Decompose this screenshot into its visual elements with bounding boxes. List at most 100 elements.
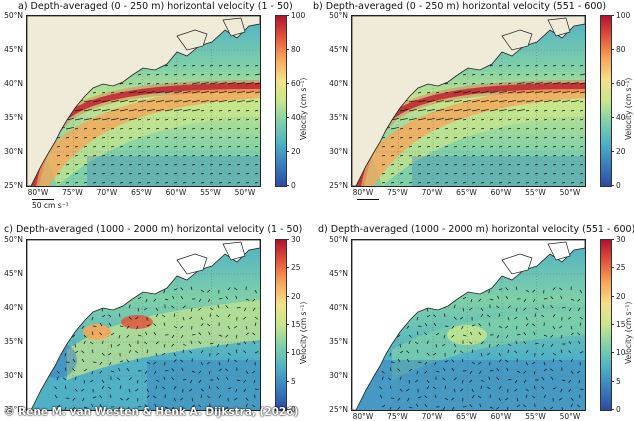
colorbar-tick-label: 20 [291,147,301,156]
latitude-tick-label: 45°N [0,45,23,54]
latitude-tick-label: 50°N [0,235,23,244]
colorbar-tick-label: 80 [616,45,626,54]
colorbar-tick-label: 20 [616,147,626,156]
latitude-tick-label: 40°N [0,303,23,312]
colorbar [275,239,287,411]
colorbar-tick [611,49,614,50]
colorbar-tick-label: 15 [616,320,626,329]
longitude-tick-label: 65°W [452,188,482,197]
latitude-tick-label: 35°N [0,113,23,122]
map-area [26,239,261,411]
longitude-tick-label: 65°W [127,188,157,197]
longitude-tick-label: 75°W [58,188,88,197]
colorbar-tick-label: 40 [291,113,301,122]
colorbar-tick [611,324,614,325]
colorbar-tick [286,409,289,410]
map-graphic [352,16,585,186]
colorbar-tick [611,352,614,353]
colorbar-tick [611,185,614,186]
colorbar-tick [286,151,289,152]
colorbar-tick-label: 30 [616,235,626,244]
colorbar-tick-label: 0 [291,181,296,190]
latitude-tick-label: 40°N [322,303,348,312]
latitude-tick-label: 30°N [322,147,348,156]
colorbar-tick-label: 5 [616,377,621,386]
latitude-tick-label: 45°N [0,269,23,278]
colorbar-tick [286,15,289,16]
longitude-tick-label: 80°W [23,188,53,197]
colorbar-tick-label: 0 [616,405,621,414]
longitude-tick-label: 75°W [383,188,413,197]
colorbar-tick-label: 40 [616,113,626,122]
colorbar-tick-label: 15 [291,320,301,329]
map-graphic [27,240,260,410]
copyright-credit: © Rene M. van Westen & Henk A. Dijkstra,… [4,406,298,418]
longitude-tick-label: 60°W [161,188,191,197]
latitude-tick-label: 30°N [322,371,348,380]
longitude-tick-label: 50°W [230,188,260,197]
longitude-tick-label: 80°W [348,188,378,197]
colorbar-tick [286,49,289,50]
panel-title: d) Depth-averaged (1000 - 2000 m) horizo… [318,224,634,235]
longitude-tick-label: 50°W [555,188,585,197]
colorbar-tick [286,324,289,325]
map-area [351,15,586,187]
colorbar-tick-label: 60 [291,79,301,88]
latitude-tick-label: 35°N [322,113,348,122]
longitude-tick-label: 70°W [92,188,122,197]
latitude-tick-label: 35°N [322,337,348,346]
colorbar-tick-label: 100 [291,11,305,20]
panel-title: a) Depth-averaged (0 - 250 m) horizontal… [18,1,293,12]
colorbar-tick-label: 0 [616,181,621,190]
latitude-tick-label: 25°N [0,181,23,190]
colorbar-tick [286,117,289,118]
panel-title: c) Depth-averaged (1000 - 2000 m) horizo… [4,224,302,235]
colorbar-tick [286,239,289,240]
colorbar-tick-label: 60 [616,79,626,88]
longitude-tick-label: 60°W [486,188,516,197]
colorbar-tick [611,296,614,297]
latitude-tick-label: 40°N [0,79,23,88]
scale-arrow [32,199,54,200]
colorbar-tick [611,15,614,16]
colorbar [600,239,612,411]
colorbar-tick [286,381,289,382]
colorbar-tick-label: 25 [616,263,626,272]
latitude-tick-label: 50°N [322,235,348,244]
colorbar-tick [611,151,614,152]
colorbar-tick [286,267,289,268]
latitude-tick-label: 40°N [322,79,348,88]
latitude-tick-label: 45°N [322,45,348,54]
colorbar-tick [286,352,289,353]
map-graphic [352,240,585,410]
colorbar-tick-label: 5 [291,377,296,386]
longitude-tick-label: 55°W [196,188,226,197]
map-area [26,15,261,187]
latitude-tick-label: 35°N [0,337,23,346]
colorbar-tick [286,296,289,297]
colorbar-tick-label: 10 [616,348,626,357]
colorbar-tick-label: 80 [291,45,301,54]
scale-label: 50 cm s⁻¹ [32,201,69,210]
colorbar-tick-label: 30 [291,235,301,244]
colorbar-tick-label: 20 [291,292,301,301]
colorbar-tick [286,83,289,84]
latitude-tick-label: 25°N [322,181,348,190]
colorbar-tick-label: 20 [616,292,626,301]
colorbar-tick [286,185,289,186]
panel-title: b) Depth-averaged (0 - 250 m) horizontal… [313,1,606,12]
latitude-tick-label: 50°N [322,11,348,20]
map-graphic [27,16,260,186]
colorbar-tick [611,239,614,240]
latitude-tick-label: 30°N [0,147,23,156]
colorbar-tick [611,409,614,410]
scale-arrow [357,199,379,200]
colorbar [600,15,612,187]
colorbar-tick-label: 100 [616,11,630,20]
colorbar-tick [611,117,614,118]
longitude-tick-label: 70°W [417,188,447,197]
latitude-tick-label: 25°N [322,405,348,414]
map-area [351,239,586,411]
colorbar-tick [611,381,614,382]
longitude-tick-label: 55°W [521,188,551,197]
